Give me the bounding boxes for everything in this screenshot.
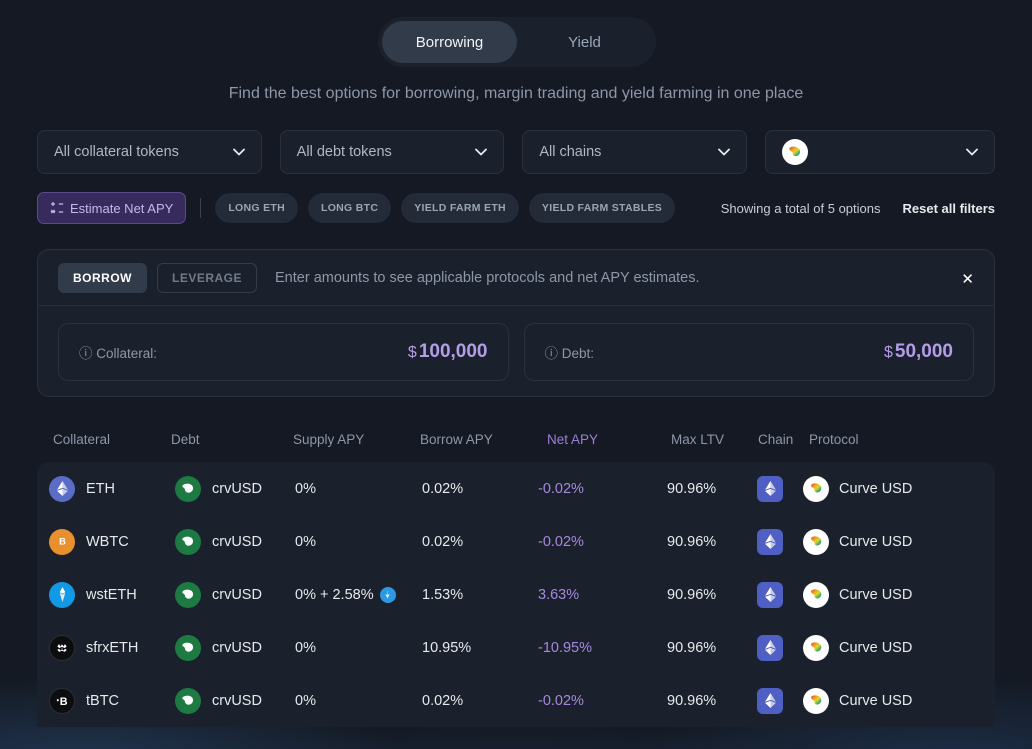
svg-text:B: B	[60, 696, 68, 708]
svg-text:B: B	[59, 537, 66, 547]
